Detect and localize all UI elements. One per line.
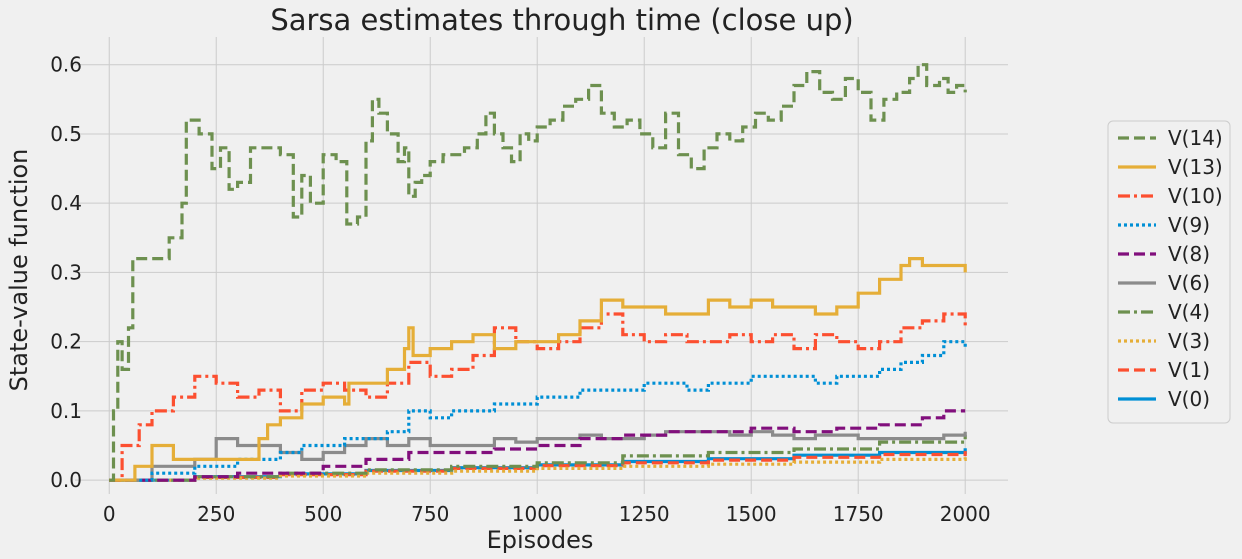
y-axis-title: State-value function: [5, 149, 33, 392]
series-line-v4: [109, 435, 967, 482]
y-tick-label: 0.3: [50, 260, 82, 284]
chart-title: Sarsa estimates through time (close up): [270, 3, 853, 37]
x-tick-label: 750: [411, 502, 449, 526]
series-line-v9: [109, 340, 967, 482]
legend-label: V(1): [1168, 358, 1210, 382]
legend-box: [1107, 120, 1231, 424]
y-tick-label: 0.4: [50, 191, 82, 215]
series-line-v8: [109, 409, 966, 482]
legend-label: V(8): [1168, 242, 1210, 266]
y-tick-label: 0.5: [50, 122, 82, 146]
legend-label: V(9): [1168, 213, 1210, 237]
legend-label: V(6): [1168, 271, 1210, 295]
legend-label: V(14): [1168, 126, 1223, 150]
series-line-v13: [109, 257, 967, 482]
x-tick-label: 250: [197, 502, 235, 526]
series-lines: [109, 63, 967, 482]
tick-labels: 0 250 500 750 1000 1250 1500 1750 2000 0.0 0.1 0.2 0…: [50, 53, 990, 526]
legend-label: V(10): [1168, 184, 1223, 208]
x-tick-label: 0: [103, 502, 116, 526]
x-tick-label: 1750: [833, 502, 884, 526]
y-tick-label: 0.1: [50, 399, 82, 423]
series-line-v6: [109, 430, 967, 482]
y-tick-label: 0.0: [50, 468, 82, 492]
legend-label: V(3): [1168, 329, 1210, 353]
legend: V(14) V(13) V(10) V(9) V(8) V(6) V(4) V(3) V(1) V…: [1107, 120, 1231, 424]
y-tick-label: 0.6: [50, 53, 82, 77]
legend-label: V(0): [1168, 387, 1210, 411]
series-line-v14: [109, 63, 967, 482]
x-tick-label: 1500: [726, 502, 777, 526]
y-tick-label: 0.2: [50, 330, 82, 354]
x-tick-label: 1250: [619, 502, 670, 526]
x-axis-title: Episodes: [487, 526, 594, 554]
x-tick-label: 1000: [512, 502, 563, 526]
x-tick-label: 2000: [940, 502, 991, 526]
legend-label: V(4): [1168, 300, 1210, 324]
series-line-v3: [109, 457, 967, 482]
legend-label: V(13): [1168, 155, 1223, 179]
x-tick-label: 500: [304, 502, 342, 526]
grid: [75, 37, 1008, 494]
